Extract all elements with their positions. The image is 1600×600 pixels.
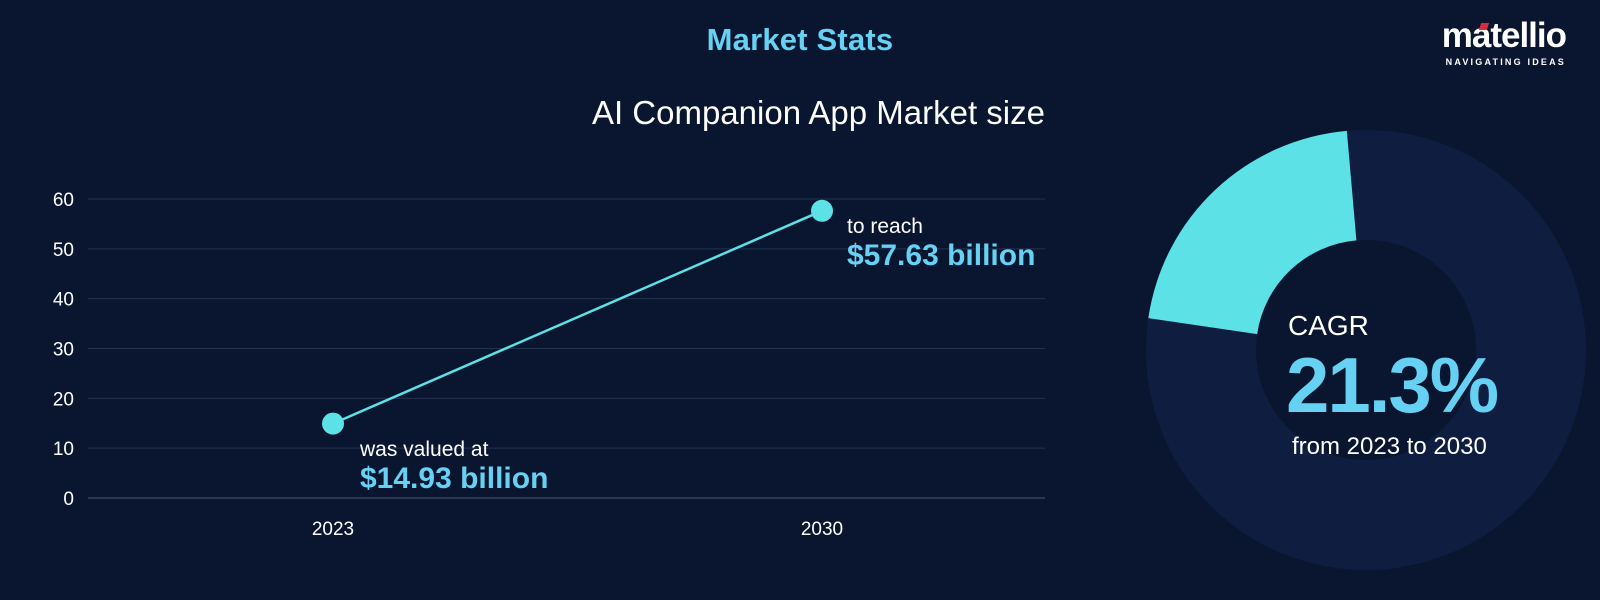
cagr-label: CAGR <box>1288 310 1369 341</box>
annotation-value: $57.63 billion <box>847 239 1035 272</box>
page-title: Market Stats <box>706 22 894 57</box>
grid-layer <box>88 198 1045 499</box>
data-point <box>322 412 344 435</box>
data-point <box>811 199 833 222</box>
annotation-caption: to reach <box>847 215 923 238</box>
annotation-layer: was valued at$14.93 billion to reach$57.6… <box>359 215 1035 495</box>
y-tick-label: 10 <box>53 439 74 460</box>
donut-cagr-slice <box>1148 130 1357 335</box>
matellio-logo: matellio NAVIGATING IDEAS <box>1424 16 1567 68</box>
y-tick-label: 20 <box>53 389 74 410</box>
logo-wordmark: matellio <box>1441 16 1567 55</box>
annotation-value: $14.93 billion <box>360 462 548 495</box>
chart-title: AI Companion App Market size <box>592 94 1045 131</box>
y-tick-label: 50 <box>53 240 74 261</box>
y-tick-label: 0 <box>63 489 74 510</box>
x-tick-label: 2023 <box>312 519 354 540</box>
annotation-caption: was valued at <box>359 438 489 461</box>
cagr-donut <box>1146 130 1586 570</box>
y-tick-label: 40 <box>53 290 74 311</box>
cagr-value: 21.3% <box>1286 341 1499 429</box>
series-line <box>332 209 823 425</box>
x-tick-label: 2030 <box>801 519 843 540</box>
y-tick-label: 60 <box>53 190 74 211</box>
cagr-range: from 2023 to 2030 <box>1292 433 1487 460</box>
logo-tagline: NAVIGATING IDEAS <box>1445 57 1566 67</box>
series-layer <box>322 199 833 435</box>
y-tick-label: 30 <box>53 340 74 361</box>
donut-track <box>1146 130 1586 570</box>
